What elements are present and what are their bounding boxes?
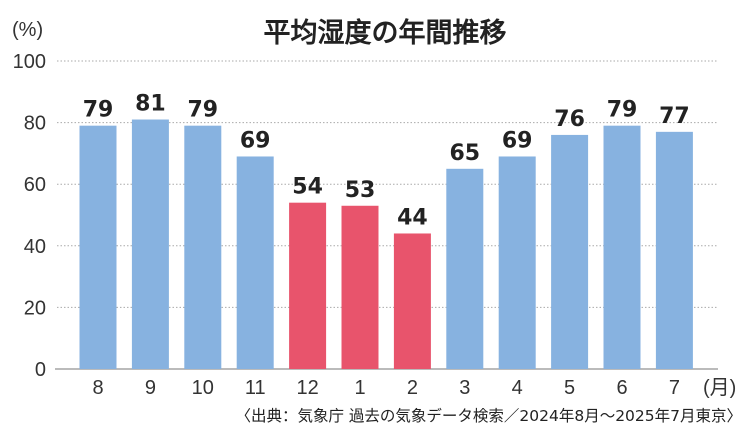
bar-2 — [393, 233, 431, 369]
bar-11 — [236, 156, 274, 369]
x-tick-label: 2 — [407, 377, 418, 399]
bar-7 — [655, 131, 693, 369]
x-tick-label: 11 — [245, 377, 266, 399]
bar-8 — [79, 125, 117, 370]
x-tick-label: 7 — [669, 377, 680, 399]
y-tick-label: 100 — [13, 51, 46, 73]
bar-5 — [551, 134, 589, 369]
data-label: 81 — [135, 92, 166, 117]
bar-6 — [603, 125, 641, 370]
x-tick-label: 9 — [145, 377, 156, 399]
y-tick-label: 0 — [35, 359, 46, 381]
data-label: 44 — [397, 205, 428, 230]
data-label: 69 — [502, 128, 533, 153]
x-tick-label: 12 — [296, 377, 318, 399]
data-label: 79 — [607, 98, 638, 123]
data-label: 53 — [345, 178, 376, 203]
data-label: 54 — [292, 175, 323, 200]
x-tick-label: 8 — [92, 377, 103, 399]
data-label: 79 — [187, 98, 218, 123]
data-label: 76 — [554, 107, 585, 132]
x-tick-label: 10 — [192, 377, 214, 399]
x-axis-unit: (月) — [703, 377, 736, 399]
y-tick-label: 80 — [24, 113, 46, 135]
x-tick-label: 4 — [512, 377, 523, 399]
data-label: 65 — [449, 141, 480, 166]
bar-4 — [498, 156, 536, 369]
x-tick-label: 5 — [564, 377, 575, 399]
y-axis-unit: (%) — [12, 19, 43, 41]
y-tick-label: 60 — [24, 174, 46, 196]
data-label: 79 — [83, 98, 114, 123]
chart-title: 平均湿度の年間推移 — [264, 17, 507, 49]
source-note: 〈出典：気象庁 過去の気象データ検索／2024年8月〜2025年7月東京〉 — [235, 406, 742, 425]
y-tick-label: 20 — [24, 297, 46, 319]
bar-3 — [446, 168, 484, 369]
bar-10 — [184, 125, 222, 370]
y-tick-label: 40 — [24, 236, 46, 258]
bar-9 — [131, 119, 169, 370]
bar-12 — [289, 202, 327, 369]
data-label: 69 — [240, 128, 271, 153]
x-tick-label: 1 — [354, 377, 365, 399]
bar-1 — [341, 205, 379, 369]
data-label: 77 — [659, 104, 690, 129]
x-tick-label: 3 — [459, 377, 470, 399]
x-tick-label: 6 — [616, 377, 627, 399]
